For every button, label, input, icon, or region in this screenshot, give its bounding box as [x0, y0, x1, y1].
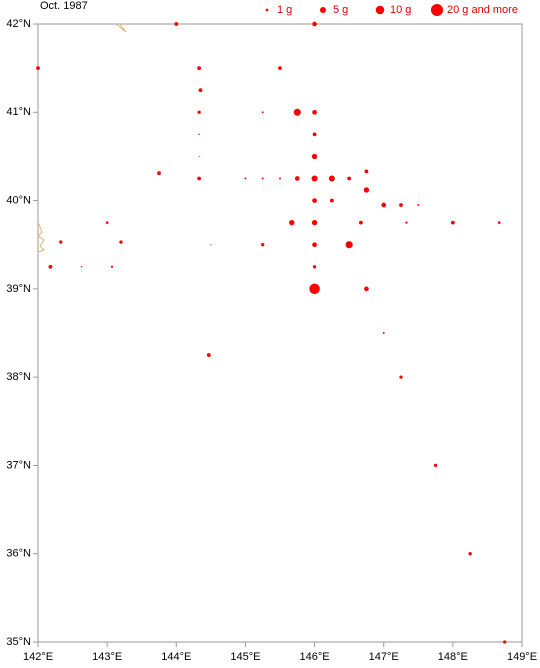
catch-point [206, 353, 211, 357]
catch-point [197, 110, 201, 114]
catch-point [312, 109, 317, 115]
coastline [37, 221, 45, 253]
catch-point [347, 176, 352, 181]
catch-point [279, 177, 281, 180]
catch-point [358, 220, 363, 225]
coastline [115, 23, 127, 33]
catch-point [174, 22, 179, 26]
catch-point [329, 198, 334, 203]
catch-point [261, 243, 265, 247]
catch-point [450, 220, 455, 225]
y-tick-label: 38°N [6, 371, 31, 383]
y-tick-label: 37°N [6, 459, 31, 471]
catch-point [363, 187, 370, 193]
catch-point [312, 242, 317, 248]
catch-point [312, 132, 317, 137]
catch-point [328, 175, 335, 182]
legend-label: 10 g [390, 4, 411, 16]
catch-point [309, 283, 320, 295]
legend-marker [375, 5, 385, 15]
catch-point [110, 265, 114, 268]
y-tick-label: 39°N [6, 283, 31, 295]
catch-point [198, 88, 203, 93]
legend-marker [319, 6, 327, 14]
catch-point [261, 177, 264, 180]
catch-point [197, 176, 202, 181]
catch-point [261, 111, 264, 114]
catch-point [382, 332, 385, 334]
legend-marker [430, 3, 444, 17]
catch-point [364, 286, 369, 292]
catch-point [468, 552, 472, 556]
legend-label: 5 g [333, 4, 348, 16]
catch-point [405, 221, 408, 224]
catch-point [198, 133, 200, 136]
catch-point [312, 198, 317, 203]
catch-point [80, 266, 83, 268]
catch-point [293, 108, 301, 116]
catch-point [433, 463, 438, 468]
y-tick-label: 40°N [6, 194, 31, 206]
catch-point [294, 176, 300, 181]
x-tick-label: 142°E [23, 651, 53, 663]
catch-point [278, 66, 282, 71]
catch-point [312, 265, 317, 269]
frame [37, 23, 523, 643]
y-tick-label: 41°N [6, 106, 31, 118]
x-tick-label: 143°E [92, 651, 122, 663]
catch-point [312, 21, 317, 27]
catch-point [48, 264, 53, 269]
x-tick-label: 147°E [369, 651, 399, 663]
y-tick-label: 36°N [6, 548, 31, 560]
x-tick-label: 148°E [438, 651, 468, 663]
x-tick-label: 145°E [230, 651, 260, 663]
catch-point [244, 177, 247, 180]
catch-point [59, 240, 63, 244]
x-tick-label: 146°E [300, 651, 330, 663]
catch-point [311, 219, 318, 226]
legend-label: 1 g [277, 4, 292, 16]
catch-point [364, 169, 369, 174]
catch-point [345, 241, 353, 249]
catch-point [157, 171, 161, 176]
catch-point [311, 175, 318, 182]
y-tick-label: 35°N [6, 636, 31, 648]
catch-point [503, 640, 507, 644]
catch-point [198, 155, 200, 158]
catch-point [399, 375, 403, 379]
catch-point [497, 221, 501, 224]
legend-label: 20 g and more [447, 4, 518, 16]
map-title: Oct. 1987 [40, 0, 88, 12]
catch-point [105, 221, 109, 224]
catch-point [119, 240, 123, 244]
catch-point [311, 153, 318, 160]
legend-marker [265, 8, 269, 12]
catch-point [210, 244, 212, 246]
x-tick-label: 144°E [161, 651, 191, 663]
catch-point [417, 204, 420, 206]
catch-point [399, 203, 403, 207]
x-tick-label: 149°E [507, 651, 537, 663]
catch-point [289, 219, 295, 226]
y-tick-label: 42°N [6, 18, 31, 30]
catch-point [197, 66, 202, 71]
catch-point [381, 202, 387, 208]
catch-point [36, 66, 40, 71]
